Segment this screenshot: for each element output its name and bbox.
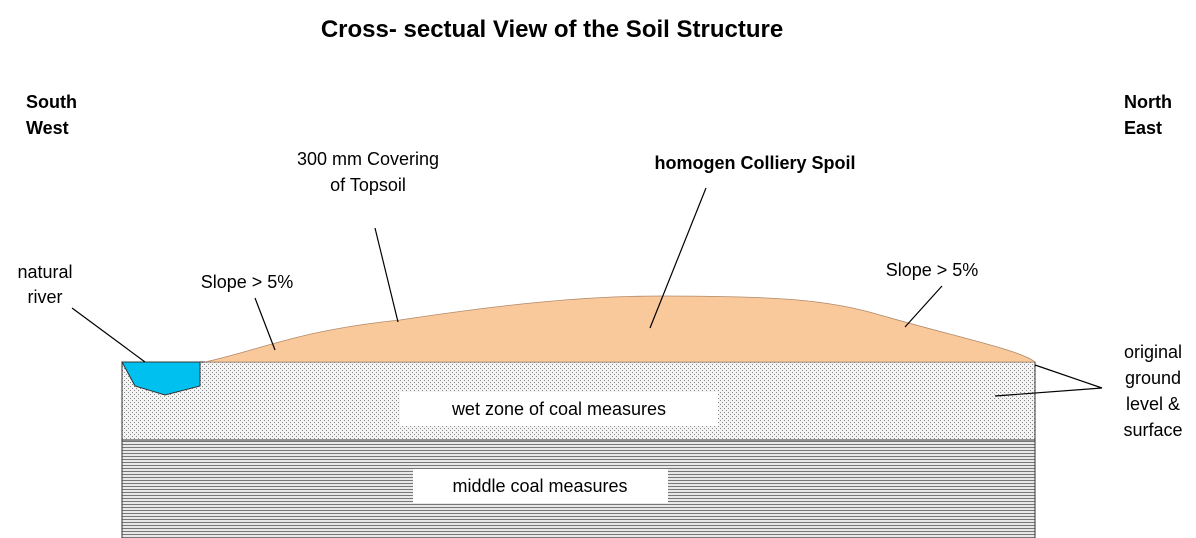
slope-label: Slope > 5% — [201, 272, 294, 292]
label-box — [413, 469, 668, 503]
leader — [904, 285, 943, 328]
river-label: natural — [17, 262, 72, 282]
north-label: North — [1124, 92, 1172, 112]
leader — [374, 227, 399, 323]
ground-label: ground — [1125, 368, 1181, 388]
topsoil-label: 300 mm Covering — [297, 149, 439, 169]
leader — [254, 297, 276, 351]
label-box — [400, 392, 718, 426]
ground-label: level & — [1126, 394, 1180, 414]
river-label: river — [28, 287, 63, 307]
middle-label: middle coal measures — [452, 476, 627, 496]
west-label: West — [26, 118, 69, 138]
leader — [649, 187, 707, 329]
title: Cross- sectual View of the Soil Structur… — [321, 16, 783, 43]
ground-label: original — [1124, 342, 1182, 362]
south-label: South — [26, 92, 77, 112]
slope-label: Slope > 5% — [886, 260, 979, 280]
wet-zone-label: wet zone of coal measures — [451, 399, 666, 419]
topsoil-label: of Topsoil — [330, 175, 406, 195]
leader — [71, 307, 146, 363]
spoil-label: homogen Colliery Spoil — [654, 153, 855, 173]
river — [121, 361, 201, 396]
leader — [994, 364, 1103, 397]
ground-label: surface — [1123, 420, 1182, 440]
spoil-mound — [204, 295, 1037, 363]
east-label: East — [1124, 118, 1162, 138]
